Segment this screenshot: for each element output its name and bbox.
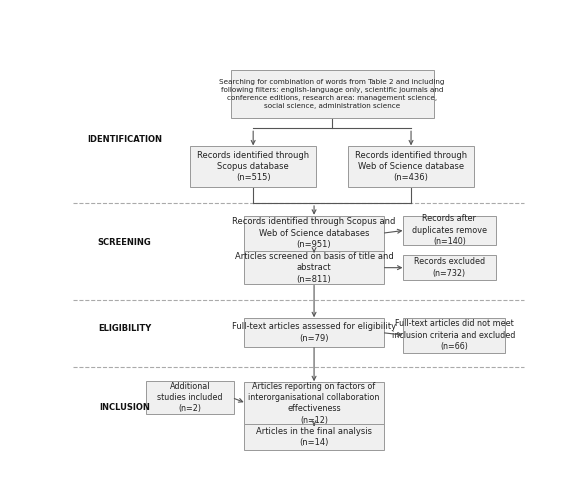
FancyBboxPatch shape — [348, 146, 474, 186]
FancyBboxPatch shape — [403, 216, 496, 245]
FancyBboxPatch shape — [190, 146, 317, 186]
Text: ELIGIBILITY: ELIGIBILITY — [98, 324, 151, 333]
FancyBboxPatch shape — [244, 382, 384, 424]
Text: Records excluded
(n=732): Records excluded (n=732) — [414, 257, 485, 278]
FancyBboxPatch shape — [403, 318, 505, 353]
Text: Records identified through
Web of Science database
(n=436): Records identified through Web of Scienc… — [355, 150, 467, 183]
Text: Articles screened on basis of title and
abstract
(n=811): Articles screened on basis of title and … — [235, 251, 393, 284]
Text: Records after
duplicates remove
(n=140): Records after duplicates remove (n=140) — [412, 214, 487, 246]
FancyBboxPatch shape — [244, 251, 384, 285]
Text: Articles reporting on factors of
interorganisational collaboration
effectiveness: Articles reporting on factors of interor… — [249, 381, 379, 425]
FancyBboxPatch shape — [403, 255, 496, 280]
Text: Additional
studies included
(n=2): Additional studies included (n=2) — [157, 381, 223, 414]
FancyBboxPatch shape — [146, 381, 234, 414]
Text: IDENTIFICATION: IDENTIFICATION — [87, 135, 162, 144]
Text: Full-text articles assessed for eligibility
(n=79): Full-text articles assessed for eligibil… — [232, 322, 396, 343]
Text: SCREENING: SCREENING — [98, 239, 151, 248]
FancyBboxPatch shape — [230, 70, 434, 118]
FancyBboxPatch shape — [244, 216, 384, 251]
Text: INCLUSION: INCLUSION — [99, 403, 150, 412]
Text: Full-text articles did not meet
inclusion criteria and excluded
(n=66): Full-text articles did not meet inclusio… — [392, 319, 516, 351]
FancyBboxPatch shape — [244, 424, 384, 450]
FancyBboxPatch shape — [244, 318, 384, 347]
Text: Records identified through Scopus and
Web of Science databases
(n=951): Records identified through Scopus and We… — [232, 217, 396, 249]
Text: Searching for combination of words from Table 2 and including
following filters:: Searching for combination of words from … — [219, 79, 445, 109]
Text: Records identified through
Scopus database
(n=515): Records identified through Scopus databa… — [197, 150, 309, 183]
Text: Articles in the final analysis
(n=14): Articles in the final analysis (n=14) — [256, 427, 372, 447]
